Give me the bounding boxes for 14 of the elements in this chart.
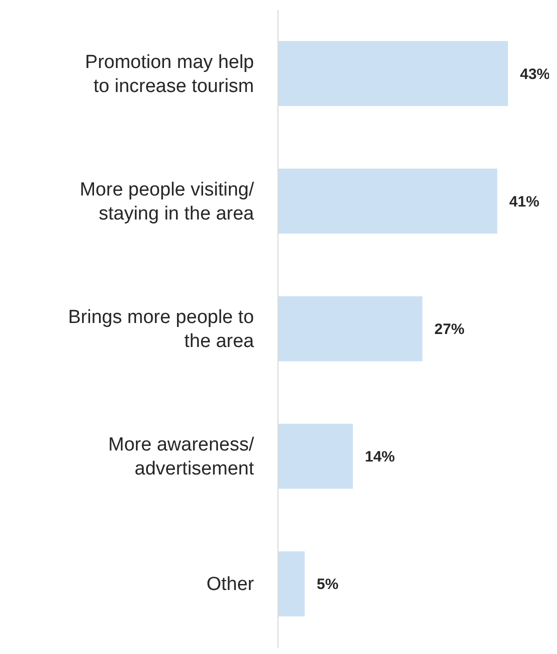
- data-label: 14%: [364, 448, 395, 466]
- y-tick-label: Other: [206, 574, 255, 595]
- bar: [278, 551, 305, 616]
- bar: [278, 168, 498, 234]
- y-tick-label: More awareness/ advertisement: [108, 434, 255, 480]
- y-tick-label: Promotion may help to increase tourism: [85, 51, 254, 96]
- bar: [278, 424, 353, 489]
- bar: [278, 296, 422, 362]
- data-label: 41%: [509, 193, 540, 210]
- y-tick-label: More people visiting/ staying in the area: [80, 178, 255, 224]
- y-tick-label: Brings more people to the area: [68, 306, 254, 352]
- bar: [278, 41, 508, 106]
- data-label: 27%: [434, 321, 464, 338]
- data-label: 5%: [316, 576, 338, 594]
